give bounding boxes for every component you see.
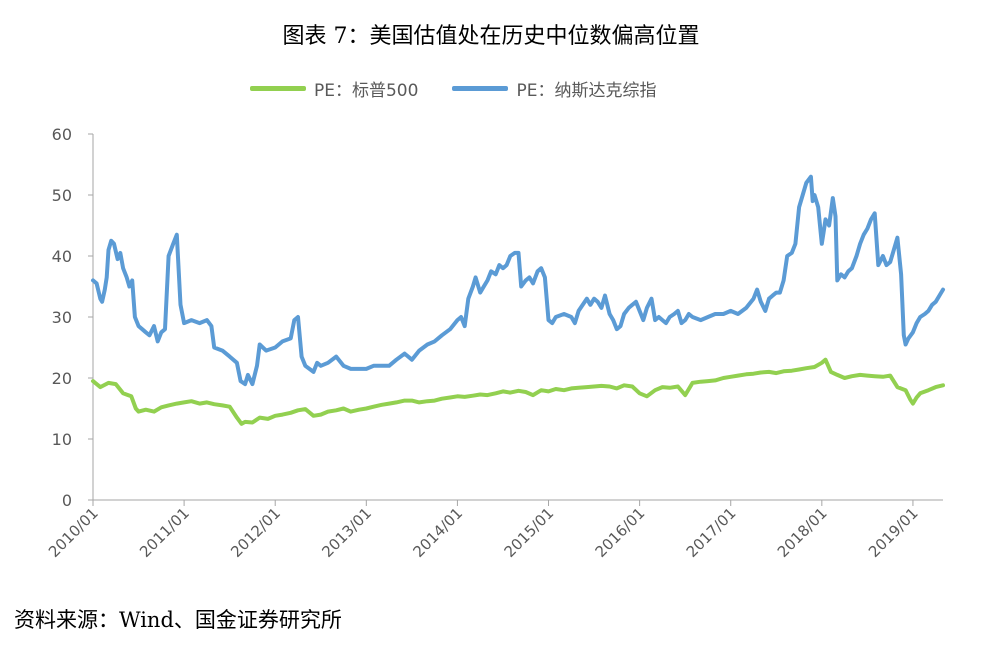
legend-swatch-sp500 [250, 86, 306, 91]
x-tick-label: 2012/01 [227, 504, 284, 561]
x-tick-label: 2015/01 [501, 504, 558, 561]
legend-item-nasdaq: PE：纳斯达克综指 [452, 76, 656, 101]
x-tick-label: 2011/01 [136, 504, 193, 561]
legend-item-sp500: PE：标普500 [250, 76, 418, 101]
series-line-sp500 [91, 357, 945, 426]
y-tick-label: 30 [52, 308, 72, 327]
chart-title: 图表 7：美国估值处在历史中位数偏高位置 [282, 24, 700, 49]
x-tick-label: 2017/01 [683, 504, 740, 561]
legend-swatch-nasdaq [452, 86, 509, 91]
legend-label-nasdaq: PE：纳斯达克综指 [516, 81, 657, 101]
series-line-nasdaq [91, 174, 945, 387]
y-tick-label: 0 [62, 491, 72, 510]
line-chart: 0 10 20 30 40 50 60 2010/01 2011/01 2012/01 2013/0… [45, 125, 945, 561]
x-tick-label: 2019/01 [865, 504, 922, 561]
x-tick-label: 2010/01 [45, 504, 102, 561]
y-tick-label: 50 [52, 186, 72, 205]
source-note: 资料来源：Wind、国金证券研究所 [14, 608, 342, 632]
x-tick-label: 2014/01 [409, 504, 466, 561]
y-tick-label: 20 [52, 369, 72, 388]
y-tick-label: 60 [52, 125, 72, 144]
legend-label-sp500: PE：标普500 [314, 81, 419, 101]
chart-legend: PE：标普500 PE：纳斯达克综指 [250, 76, 690, 101]
x-tick-label: 2018/01 [774, 504, 831, 561]
x-tick-label: 2016/01 [592, 504, 649, 561]
y-tick-label: 40 [52, 247, 72, 266]
y-tick-label: 10 [52, 430, 72, 449]
x-tick-label: 2013/01 [318, 504, 375, 561]
